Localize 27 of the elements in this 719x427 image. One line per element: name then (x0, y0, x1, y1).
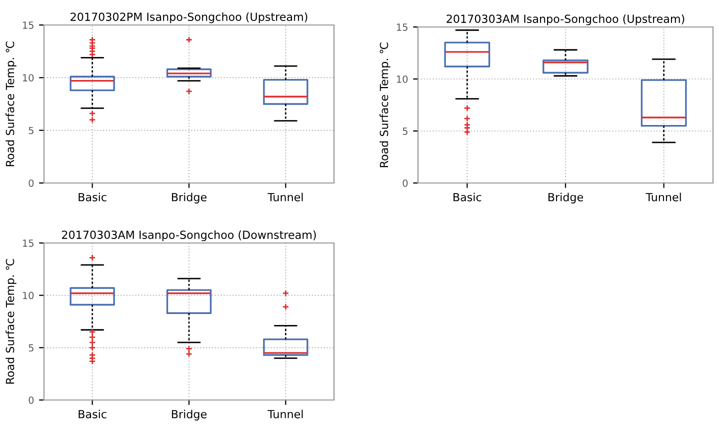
y-axis-title: Road Surface Temp. ℃ (6, 259, 16, 384)
chart-title: 20170303AM Isanpo-Songchoo (Downstream) (62, 230, 316, 242)
y-tick-label: 0 (28, 179, 34, 187)
x-tick-label: Tunnel (646, 192, 681, 202)
x-tick-label: Tunnel (268, 192, 303, 202)
x-tick-label: Basic (78, 192, 106, 202)
y-axis-title: Road Surface Temp. ℃ (380, 42, 390, 168)
y-axis-title: Road Surface Temp. ℃ (6, 42, 16, 166)
y-tick-label: 10 (22, 74, 34, 82)
y-tick-label: 10 (22, 292, 34, 300)
y-tick-label: 15 (22, 22, 34, 29)
y-tick-label: 5 (28, 126, 34, 134)
y-tick-label: 5 (28, 344, 34, 352)
y-tick-label: 5 (402, 128, 408, 135)
chart-title: 20170303AM Isanpo-Songchoo (Upstream) (446, 14, 684, 26)
y-tick-label: 0 (28, 396, 34, 404)
y-tick-label: 15 (396, 24, 408, 31)
y-tick-label: 10 (396, 75, 408, 83)
x-tick-label: Bridge (172, 410, 207, 420)
x-tick-label: Basic (78, 410, 106, 418)
x-tick-label: Basic (454, 192, 482, 202)
y-tick-label: 0 (402, 179, 408, 187)
x-tick-label: Bridge (548, 192, 584, 204)
y-tick-label: 15 (22, 240, 34, 247)
x-tick-label: Bridge (172, 192, 207, 204)
chart-title: 20170302PM Isanpo-Songchoo (Upstream) (70, 12, 308, 24)
x-tick-label: Tunnel (268, 410, 303, 418)
